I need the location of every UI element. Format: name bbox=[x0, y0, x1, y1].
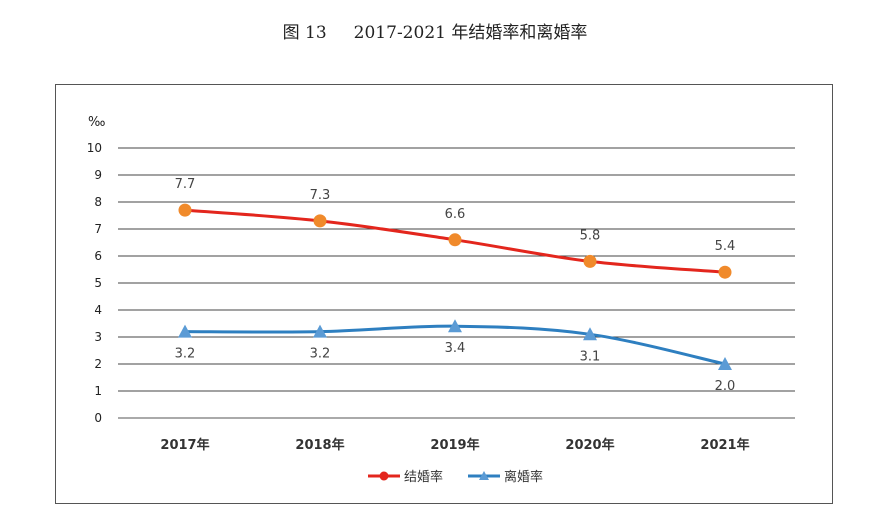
y-tick-label: 9 bbox=[94, 168, 102, 182]
data-point-divorce bbox=[583, 327, 597, 341]
legend-marker-circle bbox=[379, 471, 389, 481]
y-tick-label: 5 bbox=[94, 276, 102, 290]
legend-marker-triangle bbox=[479, 471, 489, 480]
data-label: 3.1 bbox=[580, 349, 601, 364]
y-tick-label: 3 bbox=[94, 330, 102, 344]
y-tick-label: 8 bbox=[94, 195, 102, 209]
data-point-marriage bbox=[718, 265, 732, 279]
data-label: 5.8 bbox=[580, 228, 601, 243]
data-label: 5.4 bbox=[715, 239, 736, 254]
data-point-marriage bbox=[313, 214, 327, 228]
figure-title: 图 13 2017-2021 年结婚率和离婚率 bbox=[282, 23, 588, 43]
x-tick-label: 2017年 bbox=[160, 437, 209, 453]
x-tick-label: 2021年 bbox=[700, 437, 749, 453]
x-tick-label: 2019年 bbox=[430, 437, 479, 453]
y-tick-label: 0 bbox=[94, 411, 102, 425]
data-label: 3.2 bbox=[310, 347, 331, 362]
data-point-divorce bbox=[178, 324, 192, 338]
data-point-divorce bbox=[313, 324, 327, 338]
data-point-marriage bbox=[178, 203, 192, 217]
data-point-divorce bbox=[448, 319, 462, 333]
data-label: 6.6 bbox=[445, 207, 466, 222]
legend-label: 离婚率 bbox=[504, 469, 543, 485]
data-label: 3.2 bbox=[175, 347, 196, 362]
data-label: 7.3 bbox=[310, 188, 331, 203]
x-tick-label: 2020年 bbox=[565, 437, 614, 453]
legend-label: 结婚率 bbox=[404, 469, 443, 485]
chart-frame bbox=[55, 84, 833, 504]
data-label: 2.0 bbox=[715, 379, 736, 394]
y-tick-label: 7 bbox=[94, 222, 102, 236]
data-point-marriage bbox=[448, 233, 462, 247]
data-point-divorce bbox=[718, 357, 732, 370]
y-tick-label: 10 bbox=[87, 141, 102, 155]
y-tick-label: 2 bbox=[94, 357, 102, 371]
y-tick-label: 4 bbox=[94, 303, 102, 317]
y-tick-label: 6 bbox=[94, 249, 102, 263]
data-label: 3.4 bbox=[445, 341, 466, 356]
y-tick-label: 1 bbox=[94, 384, 102, 398]
x-tick-label: 2018年 bbox=[295, 437, 344, 453]
data-label: 7.7 bbox=[175, 177, 196, 192]
y-unit-label: ‰ bbox=[88, 115, 105, 130]
data-point-marriage bbox=[583, 254, 597, 268]
